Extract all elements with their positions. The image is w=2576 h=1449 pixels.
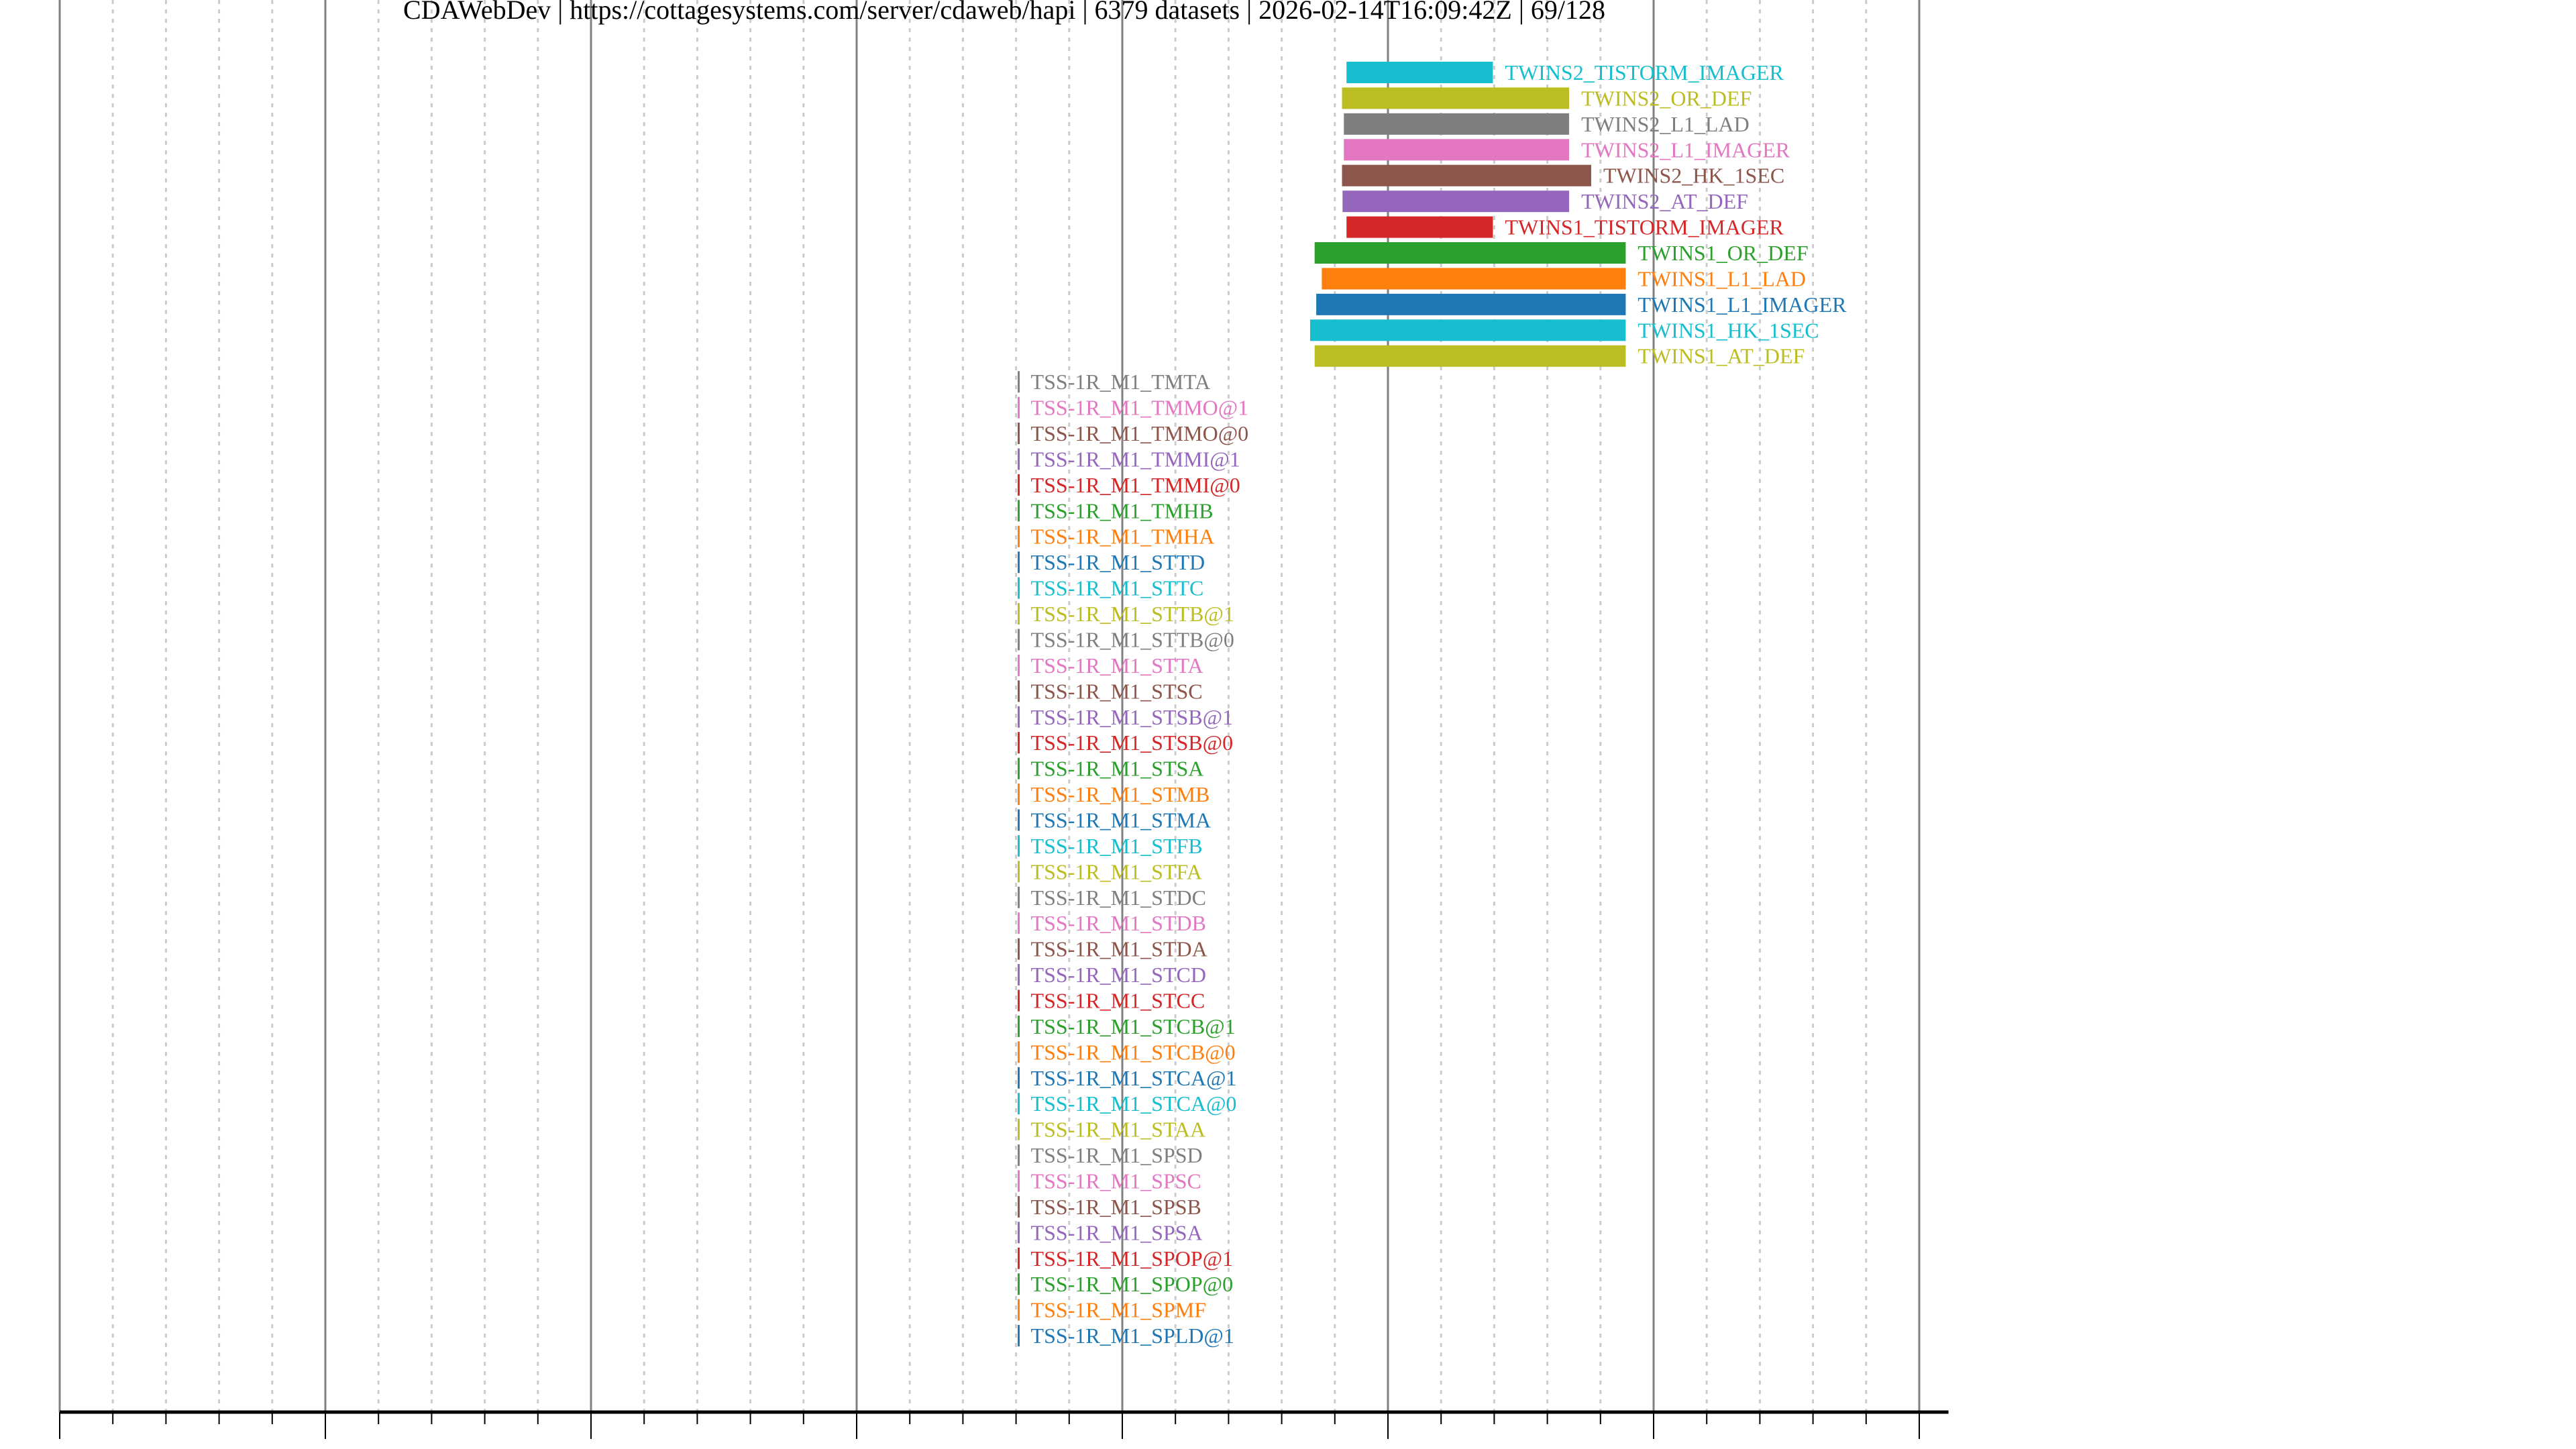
- bar-label: TSS-1R_M1_STDA: [1031, 937, 1208, 961]
- bar-label: TSS-1R_M1_SPSC: [1031, 1169, 1201, 1193]
- bar-label: TSS-1R_M1_STDC: [1031, 885, 1206, 910]
- bar-label: TWINS1_HK_1SEC: [1638, 318, 1819, 342]
- bar-label: TSS-1R_M1_STMA: [1031, 808, 1212, 832]
- bar-label: TSS-1R_M1_TMMI@0: [1031, 473, 1240, 497]
- bar-label: TSS-1R_M1_STCD: [1031, 963, 1206, 987]
- bar-label: TSS-1R_M1_SPOP@0: [1031, 1272, 1234, 1296]
- bar-label: TWINS1_L1_LAD: [1638, 266, 1806, 290]
- bar-label: TSS-1R_M1_STMB: [1031, 782, 1210, 806]
- bar-label: TSS-1R_M1_STSA: [1031, 757, 1204, 781]
- bar-label: TSS-1R_M1_STFA: [1031, 859, 1202, 883]
- bar: [1342, 164, 1591, 186]
- bar-label: TSS-1R_M1_SPSD: [1031, 1143, 1203, 1167]
- bar-label: TSS-1R_M1_SPSA: [1031, 1220, 1203, 1244]
- bar-label: TSS-1R_M1_TMMI@1: [1031, 447, 1240, 471]
- x-axis: 19601970198019902000201020202030: [59, 1410, 1949, 1439]
- bar-label: TSS-1R_M1_STCB@0: [1031, 1040, 1236, 1064]
- bar-label: TSS-1R_M1_TMHB: [1031, 498, 1214, 523]
- bar-label: TSS-1R_M1_STFB: [1031, 834, 1203, 858]
- bar-label: TSS-1R_M1_STSC: [1031, 679, 1203, 703]
- bar: [1344, 139, 1570, 161]
- bar-label: TSS-1R_M1_STTC: [1031, 576, 1204, 600]
- bar-label: TSS-1R_M1_STSB@0: [1031, 731, 1234, 755]
- bar: [1342, 191, 1570, 213]
- bar-label: TSS-1R_M1_STTA: [1031, 653, 1203, 678]
- bar-label: TSS-1R_M1_STCB@1: [1031, 1014, 1236, 1038]
- bar-label: TSS-1R_M1_STCA@0: [1031, 1091, 1237, 1116]
- bar-label: TWINS1_TISTORM_IMAGER: [1505, 215, 1784, 239]
- bar-label: TSS-1R_M1_SPLD@1: [1031, 1324, 1234, 1348]
- bars: TWINS2_TISTORM_IMAGERTWINS2_OR_DEFTWINS2…: [1018, 60, 1847, 1348]
- bar: [1314, 242, 1626, 264]
- bar-label: TSS-1R_M1_STSB@1: [1031, 705, 1234, 729]
- bar-label: TSS-1R_M1_STTD: [1031, 550, 1205, 574]
- bar-label: TSS-1R_M1_STTB@0: [1031, 627, 1234, 651]
- bar-label: TWINS2_HK_1SEC: [1603, 164, 1784, 188]
- bar-label: TWINS1_L1_IMAGER: [1638, 292, 1847, 317]
- bar-label: TSS-1R_M1_TMHA: [1031, 525, 1215, 549]
- grid: [58, 0, 1921, 1412]
- bar: [1346, 216, 1493, 238]
- bar-label: TSS-1R_M1_TMMO@0: [1031, 421, 1249, 445]
- chart-title: CDAWebDev | https://cottagesystems.com/s…: [403, 0, 1605, 25]
- bar: [1316, 293, 1626, 315]
- bar-label: TSS-1R_M1_SPSB: [1031, 1195, 1201, 1219]
- bar-label: TSS-1R_M1_STCA@1: [1031, 1066, 1237, 1090]
- bar-label: TWINS1_AT_DEF: [1638, 344, 1805, 368]
- bar: [1322, 268, 1626, 290]
- bar-label: TWINS2_OR_DEF: [1581, 86, 1752, 110]
- bar: [1344, 113, 1570, 135]
- bar-label: TSS-1R_M1_TMMO@1: [1031, 396, 1249, 420]
- bar-label: TSS-1R_M1_SPOP@1: [1031, 1246, 1234, 1271]
- bar: [1314, 345, 1626, 367]
- bar-label: TSS-1R_M1_SPMF: [1031, 1298, 1206, 1322]
- bar-label: TWINS2_L1_LAD: [1581, 112, 1750, 136]
- bar-label: TSS-1R_M1_STTB@1: [1031, 602, 1234, 626]
- bar-label: TWINS2_L1_IMAGER: [1581, 138, 1790, 162]
- bar-label: TSS-1R_M1_STCC: [1031, 988, 1205, 1012]
- bar-label: TSS-1R_M1_STDB: [1031, 911, 1206, 935]
- bar-label: TSS-1R_M1_STAA: [1031, 1118, 1206, 1142]
- bar-label: TWINS1_OR_DEF: [1638, 241, 1808, 265]
- bar: [1346, 62, 1493, 83]
- bar-label: TWINS2_AT_DEF: [1581, 189, 1748, 213]
- bar-label: TWINS2_TISTORM_IMAGER: [1505, 60, 1784, 85]
- bar: [1342, 87, 1570, 109]
- bar: [1309, 319, 1626, 341]
- bar-label: TSS-1R_M1_TMTA: [1031, 370, 1211, 394]
